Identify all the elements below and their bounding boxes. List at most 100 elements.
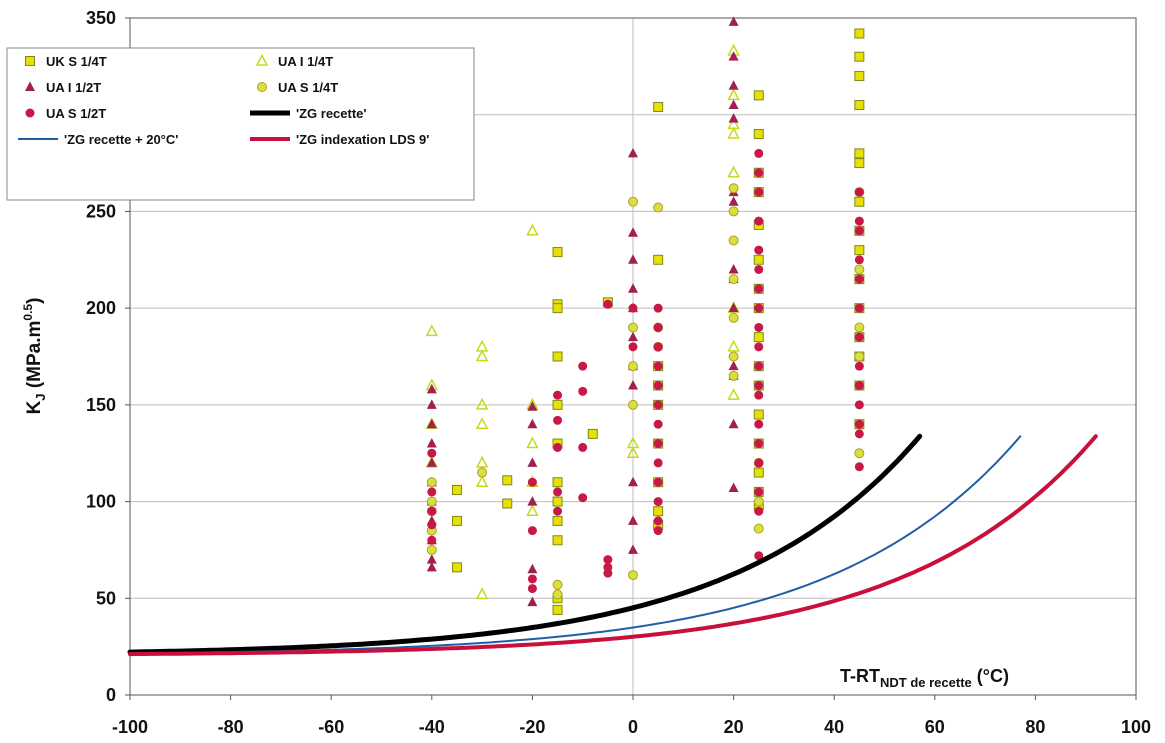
data-point-triangle [628,147,638,158]
data-point-circle [628,303,638,313]
data-point-triangle [728,80,739,90]
data-point-circle-yellow [728,183,739,194]
data-point-circle [854,400,864,410]
y-tick-label: 100 [86,492,116,512]
data-point-circle [427,506,437,516]
data-point-square [552,399,563,410]
data-point-circle [754,419,764,429]
data-point-circle-yellow [628,399,638,410]
data-point-square [552,303,563,314]
x-tick-label: 40 [824,717,844,737]
data-point-circle [527,584,537,594]
data-point-square [587,428,598,439]
data-point-triangle [628,544,638,554]
data-point-triangle [628,515,638,525]
data-point-square [451,484,462,495]
y-tick-label: 150 [86,395,116,415]
data-point-triangle [728,113,739,123]
data-point-square [653,506,664,517]
data-point-circle-yellow [728,206,739,217]
data-point-circle [527,477,537,487]
data-point-square [854,148,865,159]
data-point-square [552,477,563,488]
data-point-circle [754,264,764,274]
data-point-circle [527,526,537,536]
data-point-circle [754,168,764,178]
data-point-circle [653,458,663,468]
data-point-triangle [728,51,739,61]
data-point-circle [754,551,764,561]
data-point-circle [754,284,764,294]
data-point-circle [553,415,563,425]
data-point-triangle [728,482,739,493]
data-point-circle [603,555,613,565]
data-point-triangle [426,438,437,448]
data-point-circle [553,390,563,400]
legend-swatch-triangle-open [255,53,269,66]
data-point-circle [427,487,437,497]
data-point-circle [754,487,764,497]
data-point-circle [854,187,864,197]
data-point-triangle-open [475,417,489,429]
data-point-circle [628,342,638,352]
data-point-circle [854,419,864,429]
data-point-circle-yellow [728,351,739,362]
data-point-circle [653,322,663,332]
data-point-square [552,535,563,546]
data-point-triangle [527,418,538,429]
data-point-triangle [628,227,638,237]
data-point-circle [653,381,663,391]
data-point-circle [754,187,764,197]
data-point-circle-yellow [854,448,865,459]
data-point-triangle [527,496,538,506]
data-point-square [854,28,865,39]
legend-swatch-square [25,56,35,66]
data-point-circle-yellow [628,570,638,581]
data-point-triangle-open [526,504,539,516]
data-point-circle-yellow [653,202,664,213]
data-point-circle [653,303,663,313]
data-point-circle [754,322,764,332]
data-point-circle [854,303,864,313]
data-point-triangle [527,596,538,607]
data-point-circle [553,442,563,452]
data-point-square [854,158,865,169]
data-point-circle [653,526,663,536]
data-point-circle [754,506,764,516]
x-tick-label: 20 [724,717,744,737]
data-point-circle [854,429,864,439]
model-curves [127,433,1098,657]
x-tick-label: -60 [318,717,344,737]
data-point-circle [653,439,663,449]
x-tick-label: -100 [112,717,148,737]
legend-label: 'ZG indexation LDS 9' [296,132,429,147]
data-point-circle-yellow [477,467,488,478]
data-point-square [552,515,563,526]
data-point-circle [754,148,764,158]
y-tick-label: 350 [86,8,116,28]
data-point-circle [854,332,864,342]
x-tick-label: -20 [519,717,545,737]
y-tick-label: 50 [96,588,116,608]
data-point-circle [754,381,764,391]
data-point-triangle [628,380,638,390]
data-point-circle-yellow [628,196,638,207]
data-point-triangle [728,302,739,313]
data-point-triangle-open [475,397,489,410]
data-point-circle-yellow [854,322,865,333]
data-point-circle [854,255,864,265]
y-tick-label: 250 [86,201,116,221]
data-point-circle [603,299,613,309]
legend-label: 'ZG recette' [296,106,366,121]
data-point-circle [653,400,663,410]
data-point-circle [653,419,663,429]
data-point-circle-yellow [753,496,764,507]
data-point-circle [854,462,864,472]
data-point-triangle-open [526,223,539,236]
data-point-circle-yellow [854,264,865,275]
data-point-circle [578,361,588,371]
data-point-circle [854,361,864,371]
data-point-triangle [527,457,538,467]
data-point-circle [553,487,563,497]
